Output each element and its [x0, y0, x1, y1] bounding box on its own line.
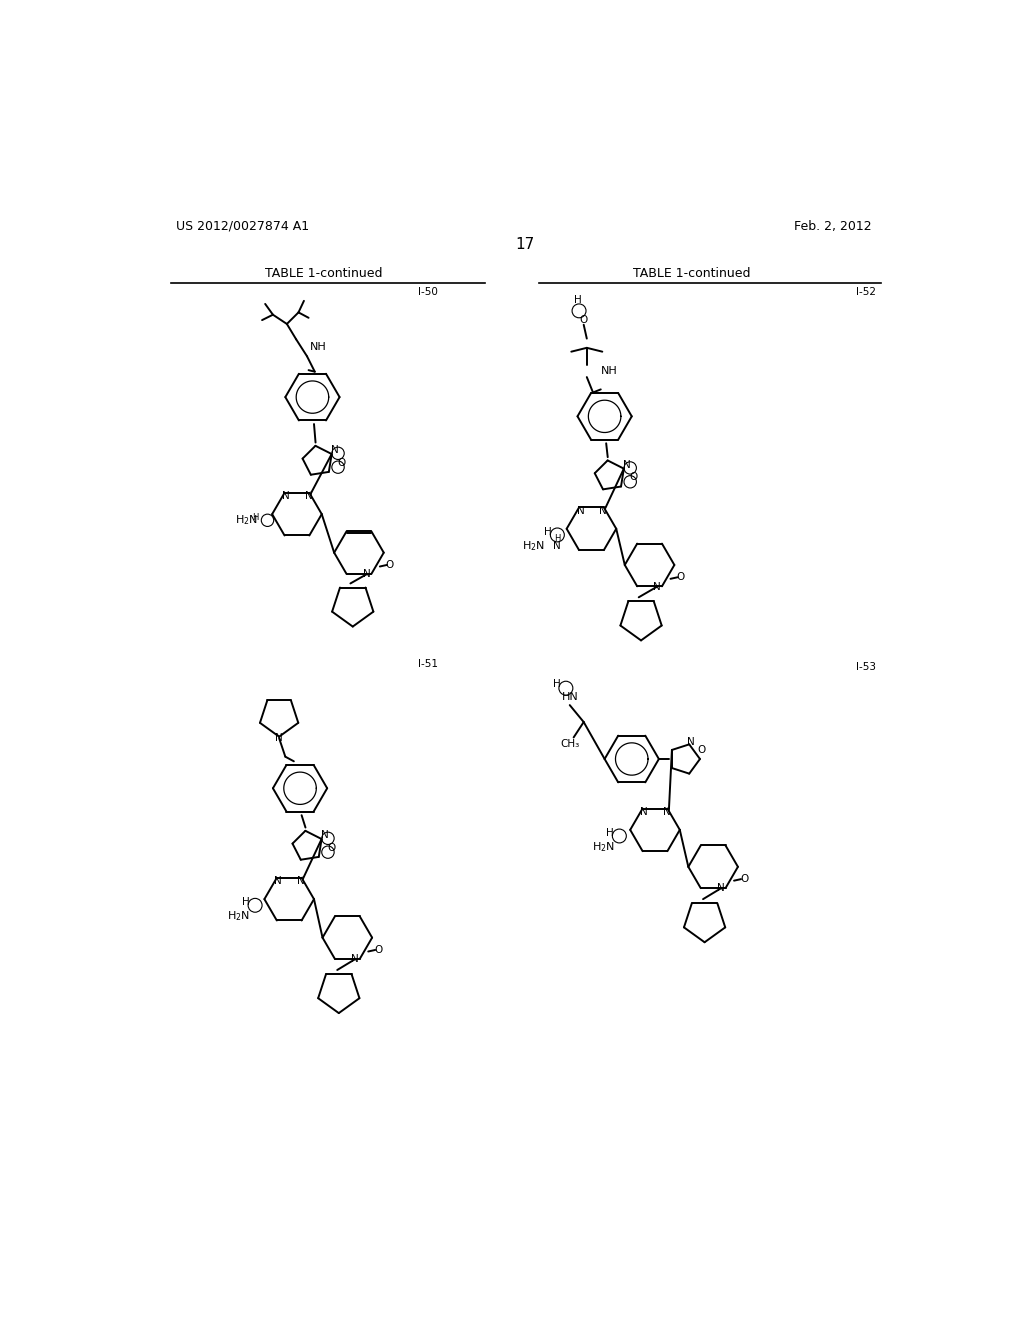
Text: N: N: [362, 569, 371, 579]
Text: HN: HN: [562, 693, 579, 702]
Text: H$_2$N: H$_2$N: [227, 909, 251, 923]
Text: H$_2$N: H$_2$N: [522, 539, 545, 553]
Text: N: N: [717, 883, 725, 894]
Text: I-51: I-51: [418, 659, 438, 668]
Text: I-50: I-50: [418, 288, 438, 297]
Text: H$_2$N: H$_2$N: [236, 513, 258, 527]
Text: I-53: I-53: [856, 661, 876, 672]
Text: O: O: [386, 560, 394, 570]
Text: N: N: [283, 491, 290, 502]
Text: N: N: [554, 541, 561, 550]
Text: H: H: [553, 678, 560, 689]
Text: Feb. 2, 2012: Feb. 2, 2012: [795, 219, 872, 232]
Text: O: O: [374, 945, 382, 954]
Text: N: N: [687, 737, 694, 747]
Text: H: H: [242, 898, 250, 907]
Text: TABLE 1-continued: TABLE 1-continued: [265, 268, 383, 280]
Text: N: N: [351, 954, 359, 964]
Text: O: O: [337, 458, 345, 467]
Text: US 2012/0027874 A1: US 2012/0027874 A1: [176, 219, 309, 232]
Text: N: N: [305, 491, 312, 502]
Text: N: N: [663, 807, 671, 817]
Text: N: N: [321, 830, 329, 841]
Text: I-52: I-52: [856, 288, 876, 297]
Text: CH₃: CH₃: [560, 739, 580, 748]
Text: H: H: [544, 527, 552, 537]
Text: O: O: [677, 573, 685, 582]
Text: N: N: [640, 807, 648, 817]
Text: H: H: [252, 512, 258, 521]
Text: H: H: [606, 828, 614, 838]
Text: N: N: [331, 445, 339, 455]
Text: N: N: [275, 733, 283, 743]
Text: H: H: [573, 296, 582, 305]
Text: TABLE 1-continued: TABLE 1-continued: [634, 268, 751, 280]
Text: O: O: [580, 315, 588, 325]
Text: N: N: [653, 582, 662, 591]
Text: N: N: [624, 459, 631, 470]
Text: N: N: [599, 506, 607, 516]
Text: NH: NH: [601, 366, 617, 376]
Text: O: O: [327, 842, 335, 853]
Text: N: N: [297, 876, 305, 887]
Text: O: O: [740, 874, 749, 884]
Text: N: N: [577, 506, 585, 516]
Text: H: H: [554, 533, 560, 543]
Text: H$_2$N: H$_2$N: [592, 840, 614, 854]
Text: 17: 17: [515, 238, 535, 252]
Text: O: O: [697, 744, 706, 755]
Text: O: O: [629, 473, 637, 482]
Text: NH: NH: [310, 342, 327, 352]
Text: N: N: [274, 876, 283, 887]
